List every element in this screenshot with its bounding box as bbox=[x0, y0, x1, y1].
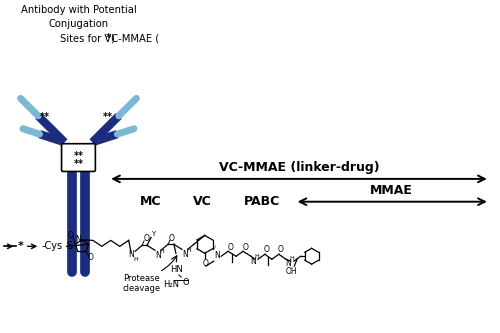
Text: ): ) bbox=[110, 33, 114, 43]
Text: O: O bbox=[88, 253, 94, 262]
Text: **: ** bbox=[74, 159, 84, 169]
Text: Sites for VC-MMAE (: Sites for VC-MMAE ( bbox=[60, 33, 159, 43]
Text: S: S bbox=[66, 241, 72, 251]
Text: Protease
cleavage: Protease cleavage bbox=[122, 274, 160, 293]
Text: -Cys: -Cys bbox=[41, 241, 62, 251]
Text: N: N bbox=[285, 259, 290, 268]
Text: **: ** bbox=[74, 151, 84, 161]
Text: N: N bbox=[214, 251, 220, 260]
Text: VC: VC bbox=[194, 195, 212, 208]
Text: O: O bbox=[264, 245, 270, 254]
Text: **: ** bbox=[104, 113, 114, 123]
Text: HN: HN bbox=[170, 265, 183, 274]
Text: N: N bbox=[182, 250, 188, 259]
Text: O: O bbox=[228, 243, 234, 252]
Text: O: O bbox=[182, 278, 188, 287]
Text: N: N bbox=[76, 235, 82, 244]
Text: Conjugation: Conjugation bbox=[48, 19, 108, 29]
Text: OH: OH bbox=[286, 267, 298, 276]
Text: O: O bbox=[242, 243, 248, 252]
Text: Y: Y bbox=[151, 231, 155, 237]
Text: H: H bbox=[160, 249, 164, 254]
Text: N: N bbox=[250, 257, 256, 266]
Text: H: H bbox=[254, 254, 260, 259]
FancyBboxPatch shape bbox=[62, 144, 96, 171]
Text: H: H bbox=[134, 257, 138, 262]
Text: H: H bbox=[290, 256, 294, 261]
Text: *: * bbox=[106, 33, 110, 43]
Text: O: O bbox=[143, 234, 149, 243]
Text: O: O bbox=[203, 259, 208, 268]
Text: *: * bbox=[18, 241, 23, 251]
Text: O: O bbox=[169, 234, 175, 243]
Text: N: N bbox=[128, 250, 134, 259]
Text: N: N bbox=[155, 251, 161, 260]
Text: MMAE: MMAE bbox=[370, 184, 413, 197]
Text: H: H bbox=[186, 248, 191, 253]
Text: Antibody with Potential: Antibody with Potential bbox=[20, 5, 136, 15]
Text: **: ** bbox=[40, 113, 50, 123]
Text: MC: MC bbox=[140, 195, 162, 208]
Text: VC-MMAE (linker-drug): VC-MMAE (linker-drug) bbox=[220, 161, 380, 174]
Text: PABC: PABC bbox=[244, 195, 280, 208]
Text: O: O bbox=[278, 245, 284, 254]
Text: O: O bbox=[68, 231, 73, 240]
Text: H₂N: H₂N bbox=[164, 280, 180, 289]
Text: i: i bbox=[214, 245, 216, 250]
